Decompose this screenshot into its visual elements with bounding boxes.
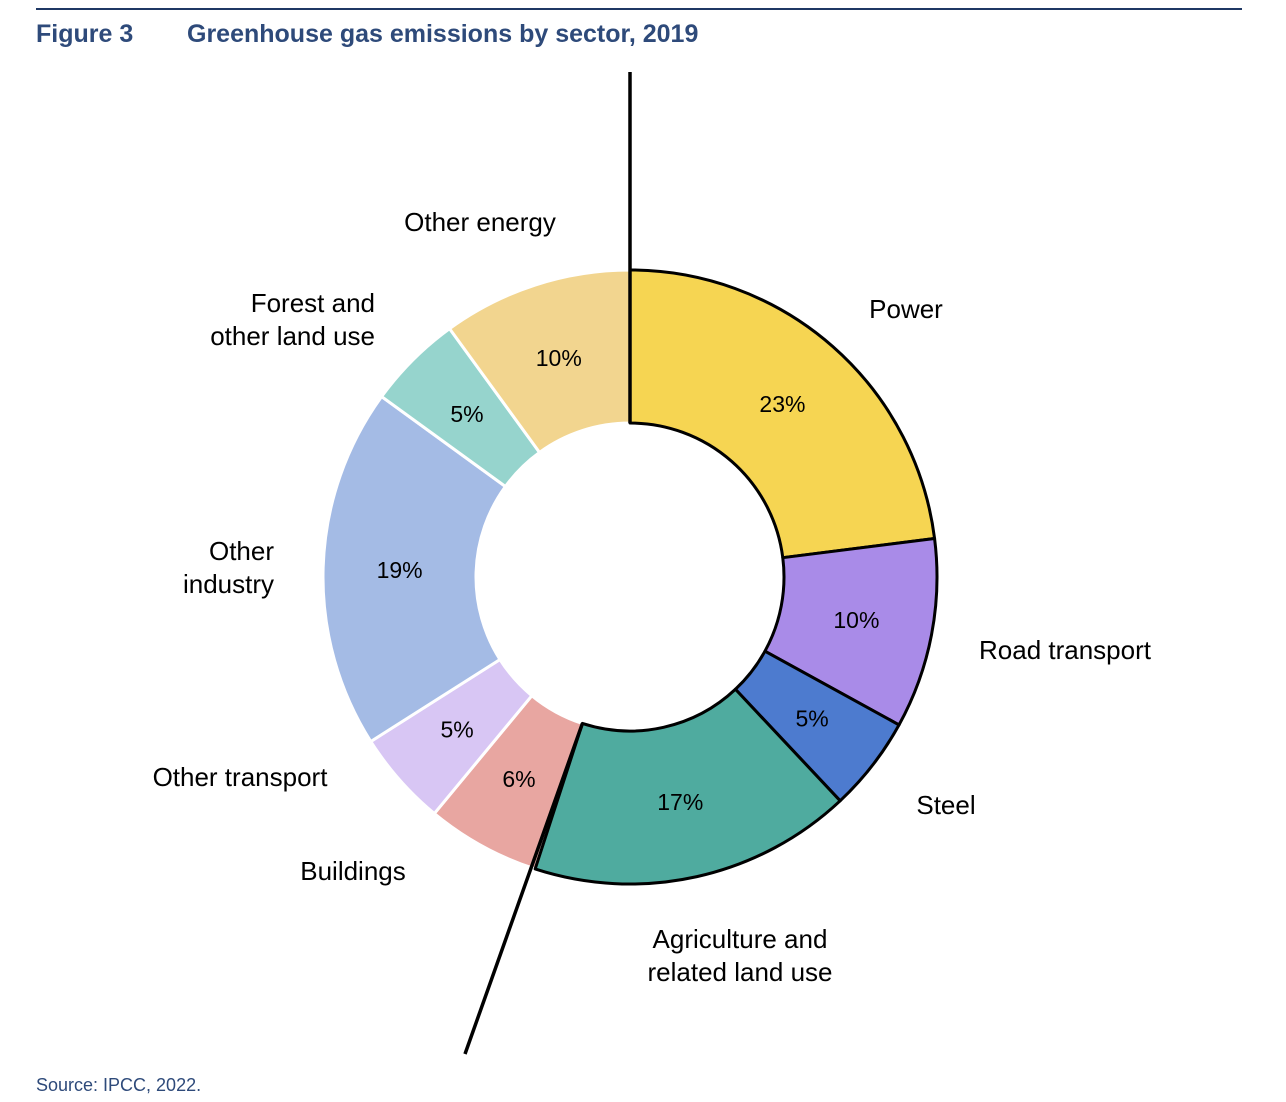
slice-agriculture-and-related-land-use [533,687,842,886]
value-label-agriculture-and-related-land-use: 17% [657,789,703,815]
value-label-road-transport: 10% [833,607,879,633]
category-label-other-energy: Other energy [404,207,556,237]
value-label-forest-and-other-land-use: 5% [450,401,483,427]
value-label-buildings: 6% [502,766,535,792]
value-label-steel: 5% [796,705,829,731]
slice-power [628,268,937,560]
value-label-other-transport: 5% [440,716,473,742]
category-label-buildings: Buildings [300,856,406,886]
source-note: Source: IPCC, 2022. [36,1075,202,1095]
category-label-road-transport: Road transport [979,635,1152,665]
top-rule [36,8,1242,10]
category-label-other-transport: Other transport [153,762,329,792]
category-label-forest-and-other-land-use: Forest and other land use [210,288,375,351]
category-label-agriculture-and-related-land-use: Agriculture and related land use [647,924,832,987]
slice-other-industry [321,395,507,743]
category-label-other-industry: Other industry [183,536,274,599]
value-label-power: 23% [759,391,805,417]
figure-number: Figure 3 [36,20,134,48]
divider-line-bottom [463,722,585,1055]
value-label-other-industry: 19% [377,557,423,583]
category-label-power: Power [869,294,943,324]
figure-header: Figure 3 Greenhouse gas emissions by sect… [36,20,698,49]
value-label-other-energy: 10% [536,345,582,371]
figure-title: Greenhouse gas emissions by sector, 2019 [187,20,699,48]
category-label-steel: Steel [916,790,975,820]
